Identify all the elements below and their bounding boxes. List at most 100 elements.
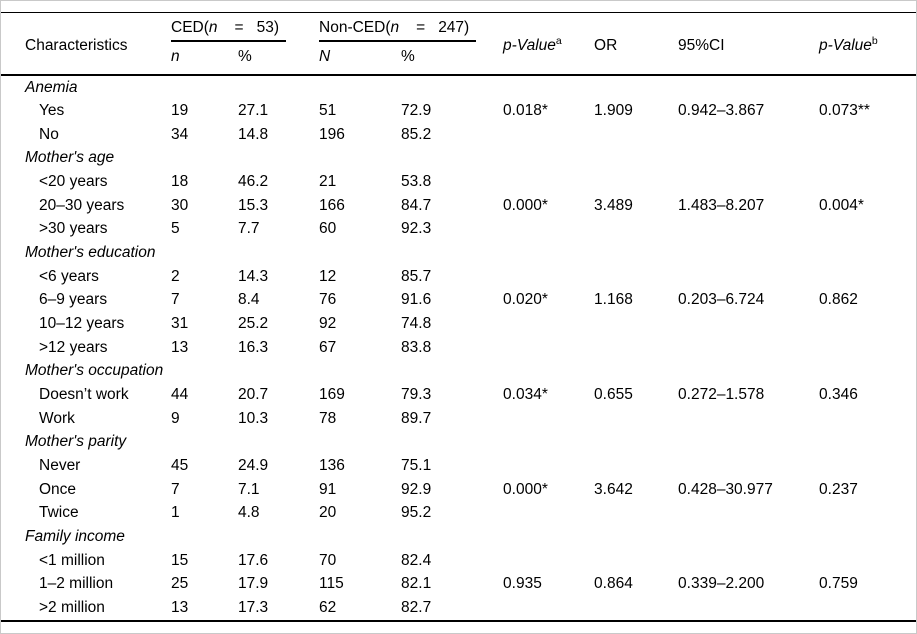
cell-pct: 16.3 [238,338,269,356]
cell-n: 67 [319,338,337,356]
row-label: <20 years [39,173,108,191]
cell-p_b [819,217,916,241]
cell-or [594,217,678,241]
row-label: 6–9 years [39,291,108,309]
pvalue-a-superscript: a [555,35,562,48]
row-label: Doesn’t work [39,386,129,404]
cell-ci [678,596,819,621]
ced-group-count: 53) [256,19,279,37]
cell-pct: 46.2 [238,173,269,191]
cell-or [594,596,678,621]
cell-p_a [503,336,594,360]
cell-p_a [503,312,594,336]
row-label: Never [39,457,81,474]
data-row: Work 9 10.3 78 89.7 [1,407,916,431]
cell-n: 136 [319,457,345,474]
data-row: 1–2 million 25 17.9 115 82.1 0.935 0.864 0.339–… [1,572,916,596]
section-row: Mother's occupation [1,359,916,383]
data-row: <20 years 18 46.2 21 53.8 [1,170,916,194]
cell-n: 92 [319,315,337,333]
cell-p_a: 0.034* [503,386,548,404]
data-row: Twice 1 4.8 20 95.2 [1,501,916,525]
section-label: Mother's occupation [25,362,164,380]
cell-p_a: 0.000* [503,480,548,498]
data-row: <6 years 2 14.3 12 85.7 [1,265,916,289]
cell-p_a [503,596,594,621]
nonced-group-equals: = [416,19,426,37]
cell-p_b [819,501,916,525]
cell-n: 44 [171,386,189,404]
data-row: 20–30 years 30 15.3 166 84.7 0.000* 3.489 1.483… [1,194,916,218]
cell-n: 12 [319,267,337,285]
section-row: Mother's parity [1,430,916,454]
cell-p_b: 0.346 [819,386,858,404]
cell-p_b [819,123,916,147]
ced-group-name: CED( [171,19,209,37]
cell-ci: 0.203–6.724 [678,291,765,309]
cell-n: 60 [319,220,337,238]
header-row-groups: Characteristics CED(n = 53) Non-CED(n = 247)… [1,13,916,54]
cell-p_b: 0.862 [819,291,858,309]
cell-n: 21 [319,173,337,191]
cell-ci [678,123,819,147]
cell-ci: 0.272–1.578 [678,386,765,404]
data-row: 6–9 years 7 8.4 76 91.6 0.020* 1.168 0.203–6.72… [1,288,916,312]
row-label: >2 million [39,598,105,616]
column-header-characteristics: Characteristics [25,37,128,55]
cell-ci: 0.942–3.867 [678,102,765,120]
cell-npct: 92.3 [401,220,432,238]
cell-n: 19 [171,102,189,120]
cell-p_a [503,407,594,431]
cell-p_a: 0.018* [503,102,548,120]
cell-or [594,501,678,525]
cell-n: 76 [319,291,337,309]
cell-pct: 4.8 [238,504,260,522]
cell-ci [678,549,819,573]
cell-n: 7 [171,291,180,309]
cell-ci [678,265,819,289]
row-label: 1–2 million [39,575,114,593]
cell-p_a [503,501,594,525]
nonced-group-name: Non-CED( [319,19,391,37]
ced-group-underline: CED(n = 53) [171,18,286,43]
cell-n: 13 [171,598,189,616]
cell-n: 20 [319,504,337,522]
cell-npct: 83.8 [401,338,432,356]
cell-n: 2 [171,267,180,285]
cell-pct: 14.3 [238,267,269,285]
cell-n: 18 [171,173,189,191]
cell-ci [678,170,819,194]
cell-p_b [819,170,916,194]
cell-or [594,312,678,336]
cell-pct: 14.8 [238,125,269,143]
cell-p_a [503,454,594,478]
cell-n: 1 [171,504,180,522]
cell-npct: 82.1 [401,575,432,593]
cell-ci [678,217,819,241]
cell-n: 13 [171,338,189,356]
data-row: Doesn’t work 44 20.7 169 79.3 0.034* 0.655 0.27… [1,383,916,407]
cell-ci [678,501,819,525]
pvalue-a-label: p-Value [503,37,556,55]
cell-n: 9 [171,409,180,427]
cell-npct: 85.2 [401,125,432,143]
cell-pct: 7.7 [238,220,260,238]
cell-p_a: 0.935 [503,575,542,593]
cell-or: 0.864 [594,575,633,593]
cell-pct: 17.6 [238,551,269,569]
cell-or: 1.168 [594,291,633,309]
cell-n: 31 [171,315,189,333]
cell-n: 115 [319,575,344,593]
cell-or [594,454,678,478]
cell-npct: 79.3 [401,386,432,404]
cell-p_b [819,265,916,289]
nonced-group-underline: Non-CED(n = 247) [319,18,477,43]
cell-n: 91 [319,480,337,498]
cell-ci: 0.339–2.200 [678,575,765,593]
data-row: Once 7 7.1 91 92.9 0.000* 3.642 0.428–30.977 0.2… [1,478,916,502]
cell-n: 15 [171,551,189,569]
section-label: Mother's age [25,149,115,167]
cell-n: 7 [171,480,180,498]
pvalue-b-superscript: b [871,35,878,48]
